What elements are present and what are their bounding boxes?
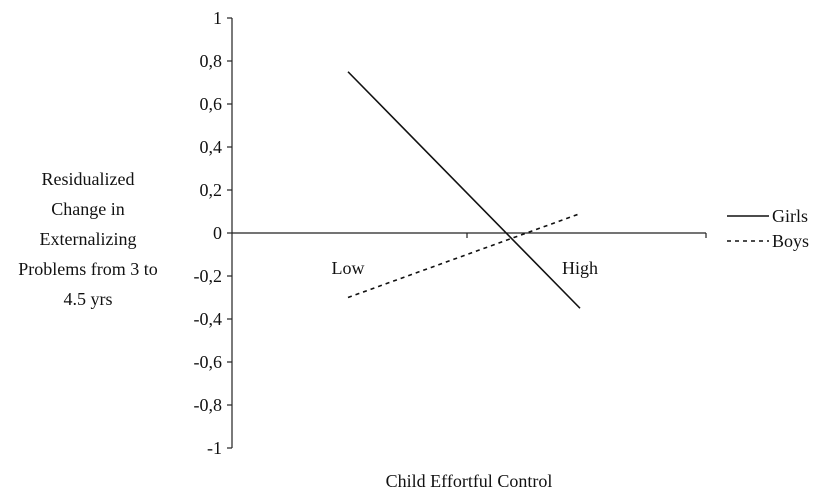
legend-label-girls: Girls (772, 206, 808, 226)
y-tick-label: 0,4 (200, 137, 223, 157)
y-tick-label: 1 (213, 8, 222, 28)
y-ticks: 1 0,8 0,6 0,4 0,2 0 -0,2 -0,4 -0,6 -0,8 -1 (194, 8, 232, 458)
series-layer (347, 71, 581, 309)
x-tick-label: High (562, 258, 598, 278)
y-tick-label: 0,8 (200, 51, 223, 71)
y-tick-label: -0,4 (194, 309, 223, 329)
legend-label-boys: Boys (772, 231, 809, 251)
y-axis-label-line: Externalizing (40, 229, 137, 249)
y-tick-label: 0,6 (200, 94, 223, 114)
y-tick-label: -0,2 (194, 266, 223, 286)
legend: Girls Boys (727, 206, 809, 251)
series-line-boys (347, 212, 581, 299)
x-axis-label: Child Effortful Control (386, 471, 553, 491)
x-ticks: Low High (332, 233, 707, 278)
y-tick-label: 0 (213, 223, 222, 243)
y-tick-label: -0,8 (194, 395, 223, 415)
x-axis: Low High (232, 232, 707, 278)
series-line-girls (347, 71, 581, 309)
x-tick-label: Low (332, 258, 365, 278)
y-axis-label-line: Problems from 3 to (18, 259, 158, 279)
y-tick-label: -0,6 (194, 352, 223, 372)
y-tick-label: 0,2 (200, 180, 223, 200)
y-axis: 1 0,8 0,6 0,4 0,2 0 -0,2 -0,4 -0,6 -0,8 -1 (194, 8, 233, 458)
y-tick-label: -1 (207, 438, 222, 458)
y-axis-label: Residualized Change in Externalizing Proble… (18, 169, 158, 309)
y-axis-label-line: 4.5 yrs (64, 289, 113, 309)
y-axis-label-line: Change in (51, 199, 125, 219)
y-axis-label-line: Residualized (42, 169, 135, 189)
